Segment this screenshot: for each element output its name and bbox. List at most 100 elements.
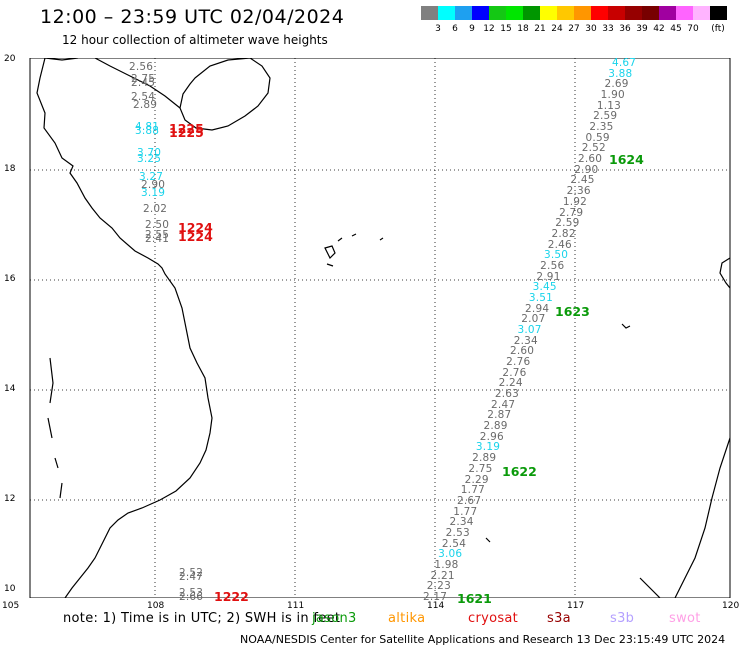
wave-height-value: 1.92 xyxy=(562,195,588,208)
wave-height-value: 2.82 xyxy=(551,227,576,240)
legend-label: 39 xyxy=(636,24,648,34)
satellite-name: altika xyxy=(388,611,426,626)
pass-time-label: 1225 xyxy=(169,121,204,136)
latitude-label: 20 xyxy=(4,54,16,64)
wave-height-value: 2.02 xyxy=(143,203,168,215)
wave-height-value: 3.70 xyxy=(137,147,162,159)
legend-label: 12 xyxy=(483,24,495,34)
longitude-label: 117 xyxy=(567,601,585,611)
palawan-coast xyxy=(639,577,661,599)
wave-height-value: 1.90 xyxy=(600,89,625,102)
pass-time-label: 1224 xyxy=(178,220,213,235)
wave-height-value: 3.06 xyxy=(438,548,463,561)
wave-height-value: 2.60 xyxy=(509,345,535,358)
wave-height-value: 2.46 xyxy=(547,238,572,251)
wave-height-value: 2.47 xyxy=(179,571,204,583)
wave-height-value: 1.98 xyxy=(434,558,459,571)
wave-height-value: 2.89 xyxy=(472,452,497,465)
legend-swatch xyxy=(472,6,489,20)
legend-label: 33 xyxy=(602,24,614,34)
wave-height-value: 2.56 xyxy=(129,61,154,73)
map-area: 2.56 2.75 2.45 2.54 2.89 4.81 3.88 3.70 3.25 3.27… xyxy=(0,54,740,611)
hainan-island xyxy=(179,57,271,131)
wave-height-value: 2.29 xyxy=(464,473,489,486)
pass-time-label: 1224 xyxy=(178,229,213,244)
pass-time-label: 1623 xyxy=(555,304,590,319)
wave-height-value: 3.19 xyxy=(475,441,501,454)
spratly-dots xyxy=(485,323,631,543)
vietnam-coast xyxy=(36,57,213,599)
wave-height-value: 2.89 xyxy=(133,99,158,111)
legend-swatch xyxy=(489,6,506,20)
wave-height-value: 2.75 xyxy=(131,73,156,85)
legend-swatch xyxy=(506,6,523,20)
wave-height-value: 2.24 xyxy=(498,377,523,390)
wave-height-value: 2.79 xyxy=(559,206,584,219)
legend-label: (ft) xyxy=(711,24,725,34)
wave-height-value: 2.75 xyxy=(468,462,493,475)
footer-credit: NOAA/NESDIS Center for Satellite Applica… xyxy=(240,633,726,646)
wave-height-value: 2.87 xyxy=(487,409,512,422)
legend-label: 30 xyxy=(585,24,597,34)
legend-swatch xyxy=(421,6,438,20)
legend-swatch xyxy=(523,6,540,20)
wave-height-value: 3.88 xyxy=(608,67,633,80)
philippines-coast xyxy=(674,437,731,599)
legend-label: 15 xyxy=(500,24,512,34)
paracel-islands xyxy=(324,233,384,267)
wave-height-value: 4.67 xyxy=(612,57,637,69)
legend-label: 42 xyxy=(653,24,665,34)
west-islands xyxy=(47,357,63,499)
wave-height-value: 3.50 xyxy=(543,249,569,262)
legend-swatch xyxy=(574,6,591,20)
wave-height-value: 2.66 xyxy=(179,591,204,603)
wave-height-value: 3.19 xyxy=(141,187,166,199)
legend-label: 6 xyxy=(452,24,458,34)
wave-height-value: 2.52 xyxy=(581,142,606,155)
legend-swatch xyxy=(455,6,472,20)
wave-height-value: 2.91 xyxy=(536,270,561,283)
legend-swatch xyxy=(591,6,608,20)
wave-height-value: 2.69 xyxy=(604,78,629,91)
longitude-label: 108 xyxy=(147,601,165,611)
legend-swatch xyxy=(693,6,710,20)
latitude-label: 10 xyxy=(4,584,16,594)
latitude-label: 14 xyxy=(4,384,16,394)
wave-height-value: 3.27 xyxy=(139,171,164,183)
wave-height-value: 3.45 xyxy=(532,281,557,294)
legend-label: 24 xyxy=(551,24,563,34)
wave-height-value: 1.77 xyxy=(453,505,478,518)
pass-time-label: 1622 xyxy=(502,464,537,479)
legend-swatch xyxy=(642,6,659,20)
graticule xyxy=(30,58,730,598)
legend-swatch xyxy=(557,6,574,20)
coastlines xyxy=(36,57,731,599)
wave-height-value: 2.54 xyxy=(441,537,467,550)
pass-time-label: 1222 xyxy=(214,589,249,604)
wave-height-value: 2.07 xyxy=(521,313,546,326)
wave-height-value: 2.54 xyxy=(131,91,156,103)
longitude-label: 114 xyxy=(427,601,445,611)
gulf-coast xyxy=(44,57,181,109)
map-svg xyxy=(29,57,731,599)
wave-height-value: 1.13 xyxy=(596,99,622,112)
wave-height-value: 2.45 xyxy=(131,77,156,89)
note-text: note: 1) Time is in UTC; 2) SWH is in fe… xyxy=(63,611,341,626)
satellite-name: cryosat xyxy=(468,611,519,626)
wave-height-value: 3.51 xyxy=(528,291,554,304)
wave-height-value: 3.07 xyxy=(517,324,542,336)
pass-time-label: 1225 xyxy=(169,125,204,140)
longitude-label: 105 xyxy=(2,601,20,611)
wave-height-value: 2.90 xyxy=(574,163,599,176)
map-subtitle: 12 hour collection of altimeter wave hei… xyxy=(62,33,328,47)
legend-swatch xyxy=(540,6,557,20)
satellite-name: s3a xyxy=(547,611,571,626)
latitude-label: 16 xyxy=(4,274,16,284)
wave-height-value: 2.34 xyxy=(513,334,538,347)
wave-height-value: 2.47 xyxy=(491,398,516,411)
wave-height-value: 2.36 xyxy=(566,185,591,198)
latitude-label: 12 xyxy=(4,494,16,504)
wave-height-value: 2.96 xyxy=(479,430,504,443)
wave-height-value: 2.59 xyxy=(593,110,618,123)
wave-height-value: 2.45 xyxy=(570,174,595,187)
